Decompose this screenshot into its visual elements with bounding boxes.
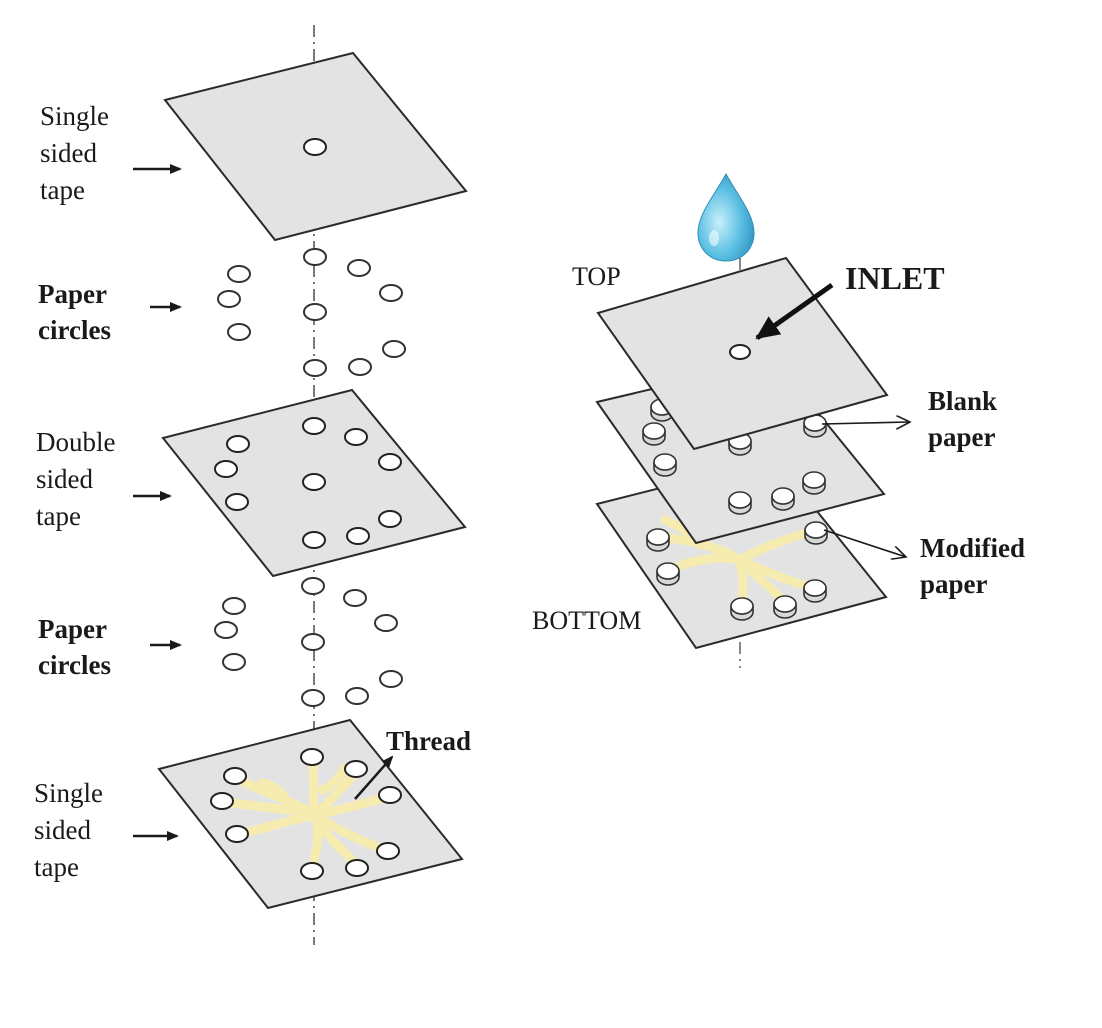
water-drop-icon — [697, 172, 755, 262]
top-sheet — [596, 256, 889, 451]
label-double-sided-tape: Double sided tape — [36, 427, 116, 531]
left-paper-circles-upper — [217, 248, 406, 377]
inlet-hole — [729, 344, 751, 360]
label-bottom: BOTTOM — [532, 606, 642, 635]
left-stack — [133, 25, 468, 945]
label-blank-paper: Blank paper — [928, 386, 998, 452]
left-pointer-arrows — [133, 164, 182, 841]
tape-hole — [303, 138, 327, 156]
label-single-sided-tape-top: Single sided tape — [40, 101, 110, 205]
label-single-sided-tape-bottom: Single sided tape — [34, 778, 104, 882]
blank-paper-arrow — [821, 422, 910, 424]
thread-pointer-arrow — [354, 755, 394, 800]
left-double-tape-sheet — [161, 388, 467, 578]
modified-paper-arrow — [823, 529, 906, 557]
left-top-single-tape-sheet — [163, 51, 468, 242]
inlet-arrow — [755, 282, 834, 341]
right-stack — [595, 172, 910, 668]
label-inlet: INLET — [845, 260, 945, 296]
label-modified-paper: Modified paper — [920, 533, 1025, 599]
label-top: TOP — [572, 262, 621, 291]
left-paper-circles-lower — [214, 577, 403, 707]
label-paper-circles-lower: Paper circles — [38, 614, 111, 680]
label-paper-circles-upper: Paper circles — [38, 279, 111, 345]
label-thread: Thread — [386, 726, 472, 756]
